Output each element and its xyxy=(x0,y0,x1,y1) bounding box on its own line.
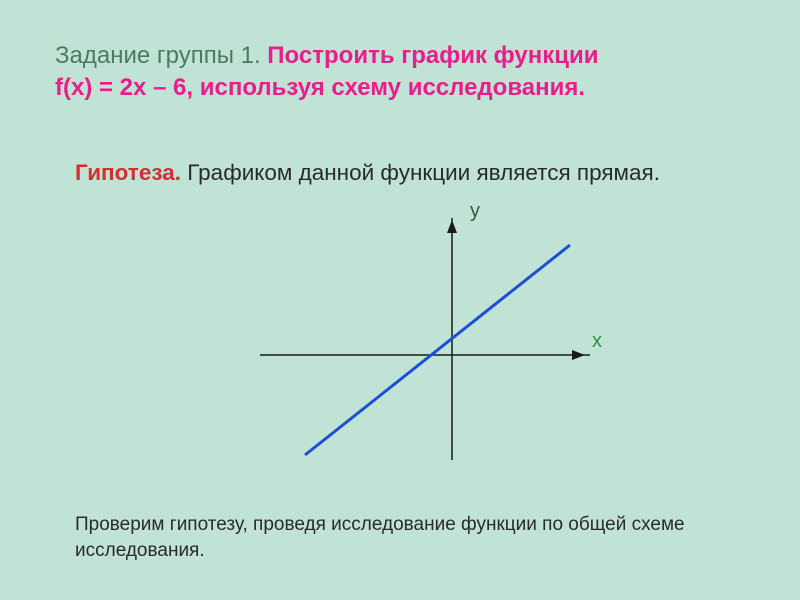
footer-text: Проверим гипотезу, проведя исследование … xyxy=(75,512,745,563)
footer-line-2: исследования. xyxy=(75,540,205,561)
footer-line-1: Проверим гипотезу, проведя исследование … xyxy=(75,514,685,535)
title-prefix: Задание группы 1. xyxy=(55,42,267,69)
graph-svg xyxy=(220,200,600,470)
y-axis-label: y xyxy=(470,200,480,223)
function-line xyxy=(305,245,570,455)
hypothesis-block: Гипотеза. Графиком данной функции являет… xyxy=(75,160,660,186)
hypothesis-label: Гипотеза. xyxy=(75,160,187,185)
title-main: Построить график функции xyxy=(267,42,598,69)
slide-title: Задание группы 1. Построить график функц… xyxy=(55,42,745,102)
hypothesis-text: Графиком данной функции является прямая. xyxy=(187,160,660,185)
title-line-2: f(x) = 2x – 6, используя схему исследова… xyxy=(55,74,745,102)
y-axis-arrow-icon xyxy=(447,220,457,233)
function-graph: y x xyxy=(220,200,600,470)
title-line-1: Задание группы 1. Построить график функц… xyxy=(55,42,745,70)
x-axis-label: x xyxy=(592,330,602,353)
x-axis-arrow-icon xyxy=(572,350,585,360)
